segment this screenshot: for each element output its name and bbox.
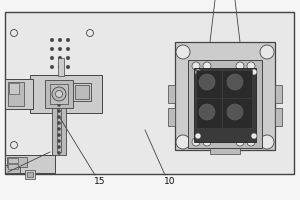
Circle shape xyxy=(227,104,243,120)
Circle shape xyxy=(236,138,244,146)
Circle shape xyxy=(58,38,62,42)
Circle shape xyxy=(251,69,257,75)
Bar xyxy=(45,80,73,108)
Circle shape xyxy=(50,56,54,60)
Circle shape xyxy=(58,110,61,112)
Circle shape xyxy=(66,65,70,69)
Circle shape xyxy=(203,138,211,146)
Circle shape xyxy=(192,138,200,146)
Circle shape xyxy=(58,47,62,51)
Circle shape xyxy=(11,142,17,148)
Bar xyxy=(73,83,91,101)
Circle shape xyxy=(192,62,200,70)
Bar xyxy=(175,42,275,150)
Bar xyxy=(52,95,66,155)
Circle shape xyxy=(247,138,255,146)
Bar xyxy=(222,70,252,100)
Circle shape xyxy=(58,134,61,136)
Circle shape xyxy=(86,29,94,36)
Bar xyxy=(210,148,240,154)
Bar xyxy=(75,85,89,99)
Bar xyxy=(5,165,20,173)
Bar xyxy=(27,172,33,177)
Circle shape xyxy=(260,135,274,149)
Circle shape xyxy=(52,87,66,101)
Circle shape xyxy=(236,62,244,70)
Circle shape xyxy=(11,29,17,36)
Bar xyxy=(5,79,33,109)
Circle shape xyxy=(56,90,62,98)
Bar xyxy=(8,82,24,106)
Circle shape xyxy=(11,86,17,94)
Circle shape xyxy=(176,135,190,149)
Circle shape xyxy=(199,104,215,120)
Bar xyxy=(9,83,19,94)
Bar xyxy=(222,98,252,128)
Circle shape xyxy=(50,47,54,51)
Bar xyxy=(8,158,18,163)
Bar xyxy=(275,85,282,103)
Bar xyxy=(275,108,282,126)
Circle shape xyxy=(66,47,70,51)
Bar xyxy=(194,68,256,142)
Circle shape xyxy=(195,133,201,139)
Circle shape xyxy=(50,65,54,69)
Circle shape xyxy=(176,45,190,59)
Circle shape xyxy=(58,121,61,124)
Bar xyxy=(188,60,262,148)
Bar xyxy=(58,58,64,76)
Circle shape xyxy=(98,108,103,112)
Bar xyxy=(7,157,27,167)
Circle shape xyxy=(66,38,70,42)
Bar xyxy=(57,100,61,152)
Bar xyxy=(168,108,175,126)
Text: 15: 15 xyxy=(94,178,106,186)
Bar xyxy=(5,12,294,174)
Bar xyxy=(168,85,175,103)
Bar xyxy=(196,70,222,100)
Circle shape xyxy=(251,133,257,139)
Bar xyxy=(30,75,102,113)
Circle shape xyxy=(58,152,61,154)
Circle shape xyxy=(58,128,61,130)
Bar xyxy=(5,155,55,173)
Bar xyxy=(196,98,222,128)
Circle shape xyxy=(50,38,54,42)
Bar xyxy=(25,170,35,179)
Circle shape xyxy=(58,146,61,148)
Text: 10: 10 xyxy=(164,178,176,186)
Bar xyxy=(50,84,68,104)
Circle shape xyxy=(199,74,215,90)
Circle shape xyxy=(203,62,211,70)
Circle shape xyxy=(86,86,94,94)
Circle shape xyxy=(58,104,61,106)
Circle shape xyxy=(247,62,255,70)
Bar xyxy=(8,164,18,169)
Circle shape xyxy=(66,56,70,60)
Circle shape xyxy=(227,74,243,90)
Circle shape xyxy=(195,69,201,75)
Circle shape xyxy=(58,56,62,60)
Circle shape xyxy=(260,45,274,59)
Circle shape xyxy=(58,65,62,69)
Circle shape xyxy=(58,116,61,118)
Circle shape xyxy=(58,140,61,142)
